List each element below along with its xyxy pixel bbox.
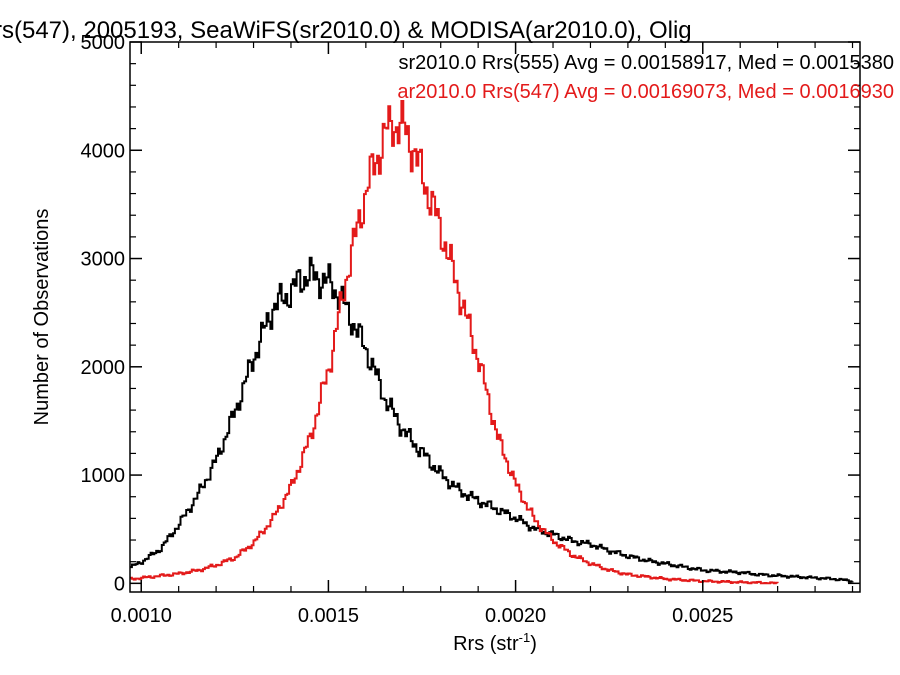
legend: sr2010.0 Rrs(555) Avg = 0.00158917, Med …: [397, 52, 894, 103]
y-tick-label: 4000: [81, 140, 126, 162]
x-axis-label: Rrs (str-1): [453, 630, 537, 655]
x-axis-label-main: Rrs (str: [453, 633, 519, 655]
x-tick-label: 0.0010: [111, 605, 172, 627]
x-axis-label-sup: -1: [519, 630, 531, 645]
y-tick-label: 2000: [81, 357, 126, 379]
y-tick-label: 3000: [81, 249, 126, 271]
x-tick-label: 0.0025: [672, 605, 733, 627]
chart-title: rs(547), 2005193, SeaWiFS(sr2010.0) & MO…: [0, 17, 692, 44]
series-layer: [130, 100, 854, 585]
legend-entry-ar2010: ar2010.0 Rrs(547) Avg = 0.00169073, Med …: [397, 81, 894, 103]
y-axis-label: Number of Observations: [31, 209, 53, 426]
plot-area: 0 1000 2000 3000 4000 5000 0.0010 0.0015 0.0020 0…: [81, 32, 861, 627]
x-tick-label: 0.0015: [298, 605, 359, 627]
x-tick-label: 0.0020: [485, 605, 546, 627]
y-tick-label: 5000: [81, 32, 126, 54]
x-axis-label-close: ): [530, 633, 537, 655]
y-tick-label: 1000: [81, 465, 126, 487]
series-line-1: [130, 100, 779, 585]
plot-frame: [129, 41, 861, 593]
tick-layer: 0 1000 2000 3000 4000 5000 0.0010 0.0015 0.0020 0…: [81, 32, 860, 627]
series-line-0: [130, 256, 854, 583]
legend-entry-sr2010: sr2010.0 Rrs(555) Avg = 0.00158917, Med …: [398, 52, 894, 74]
y-tick-label: 0: [114, 573, 125, 595]
